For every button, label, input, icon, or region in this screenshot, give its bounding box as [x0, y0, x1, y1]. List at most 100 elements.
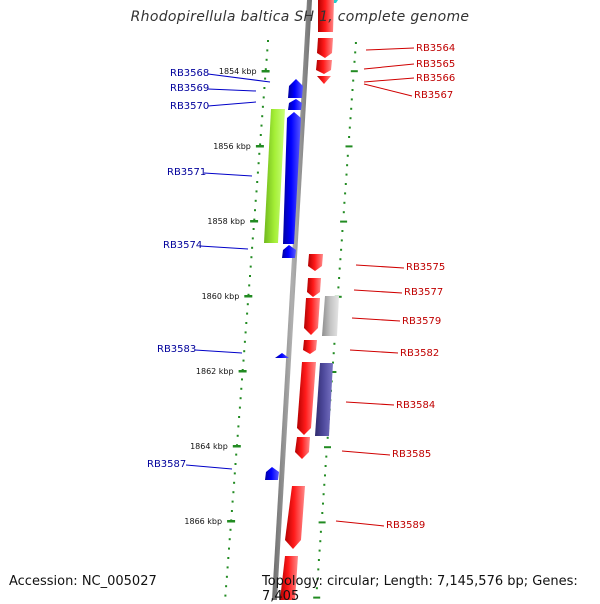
ruler-dot [247, 293, 250, 296]
ruler-dot [249, 265, 252, 268]
ruler-dot [226, 566, 229, 569]
inner-ring-dot [338, 277, 341, 279]
ruler-dot [225, 575, 228, 578]
grey-feature [322, 296, 339, 336]
gene-label-rb3567: RB3567 [414, 90, 453, 101]
inner-ring-dot [317, 568, 320, 571]
ruler-dot [253, 218, 256, 221]
inner-ring-dot [315, 587, 318, 590]
feature-rb3583 [275, 353, 289, 358]
ruler-dot [244, 331, 247, 334]
lime-feature [264, 109, 285, 243]
ruler-dot [224, 594, 227, 597]
gene-label-rb3575: RB3575 [406, 262, 445, 273]
reverse-features [265, 79, 303, 480]
feature-rb3569 [288, 99, 302, 110]
ruler-dot [225, 585, 228, 588]
gene-label-rb3571: RB3571 [167, 167, 206, 178]
inner-ring-dot [338, 267, 341, 270]
feature-rb3585 [295, 437, 310, 459]
ruler-dot [246, 312, 249, 315]
inner-ring-dot [321, 512, 324, 514]
ruler-tick-label: 1862 kbp [196, 367, 234, 376]
inner-ring-dot [343, 201, 346, 204]
ruler-dot [251, 246, 254, 249]
ruler-tick-label: 1856 kbp [213, 142, 251, 151]
inner-ring-dot [322, 493, 325, 496]
inner-ring-dot [325, 455, 328, 458]
gene-label-rb3577: RB3577 [404, 287, 443, 298]
inner-ring-dot [313, 596, 321, 599]
gene-label-rb3583: RB3583 [157, 344, 196, 355]
inner-ring-dot [322, 502, 324, 505]
ruler-dot [264, 68, 267, 71]
ruler-tick [232, 445, 241, 448]
ruler-dot [235, 453, 238, 456]
ruler-dot [256, 181, 259, 183]
ruler-tick-label: 1858 kbp [207, 217, 245, 226]
ruler-tick [255, 145, 264, 148]
ruler-dot [228, 547, 230, 550]
inner-ring-dot [345, 145, 353, 148]
gene-label-rb3585: RB3585 [392, 449, 431, 460]
ruler [224, 40, 270, 597]
inner-ring-dot [351, 89, 354, 91]
gene-label-rb3570: RB3570 [170, 101, 209, 112]
ruler-dot [239, 397, 242, 400]
ruler-tick-label: 1854 kbp [219, 67, 257, 76]
feature-rb3570 [283, 112, 301, 244]
ruler-dot [262, 96, 265, 99]
forward-features [280, 0, 334, 600]
ruler-dot [249, 275, 251, 277]
feature-rb3575 [308, 254, 323, 271]
inner-ring-dot [348, 136, 351, 138]
inner-ring-dot [316, 577, 319, 580]
gene-label-rb3582: RB3582 [400, 348, 439, 359]
feature-rb3590 [280, 556, 298, 600]
inner-ring-dot [329, 371, 337, 373]
genome-backbone [272, 0, 312, 600]
gene-label-rb3568: RB3568 [170, 68, 209, 79]
ruler-dot [260, 124, 263, 127]
inner-ring-dot [350, 70, 358, 73]
inner-ring-dot [342, 211, 345, 214]
inner-ring-dot [323, 483, 326, 486]
inner-ring-dot [326, 436, 329, 439]
ruler-dot [246, 303, 249, 306]
ruler-dot [251, 237, 254, 240]
ruler-dot [259, 134, 262, 136]
inner-ring-dot [349, 117, 352, 120]
feature-rb3574 [282, 245, 296, 258]
ruler-dot [232, 491, 235, 494]
inner-ring-dot [350, 98, 353, 101]
ruler-dot [252, 228, 255, 230]
gene-label-rb3587: RB3587 [147, 459, 186, 470]
inner-ring-dot [350, 107, 353, 110]
inner-ring-dot [340, 220, 348, 223]
ruler-tick-label: 1866 kbp [184, 517, 222, 526]
purple-feature [315, 363, 333, 436]
gene-label-rb3566: RB3566 [416, 73, 455, 84]
ruler-dot [242, 359, 245, 362]
ruler-dot [228, 538, 231, 541]
feature-rb3568 [288, 79, 303, 98]
gene-label-rb3589: RB3589 [386, 520, 425, 531]
ruler-dot [233, 481, 236, 484]
inner-ring-dot [353, 60, 356, 63]
ruler-dot [236, 434, 239, 437]
ruler-dot [267, 40, 269, 42]
ruler-tick [227, 520, 236, 523]
ruler-dot [237, 425, 240, 428]
ruler-dot [243, 350, 246, 353]
inner-ring-dot [317, 559, 320, 561]
inner-ring-dot [352, 79, 355, 82]
inner-ring-dot [344, 192, 347, 195]
inner-ring-dot [332, 352, 335, 355]
ruler-tick [244, 295, 253, 298]
genome-title: Rhodopirellula baltica SH 1, complete ge… [130, 9, 470, 25]
ruler-dot [233, 472, 236, 475]
feature-rb3587 [265, 467, 279, 480]
ruler-dot [263, 87, 266, 89]
ruler-dot [238, 416, 241, 418]
